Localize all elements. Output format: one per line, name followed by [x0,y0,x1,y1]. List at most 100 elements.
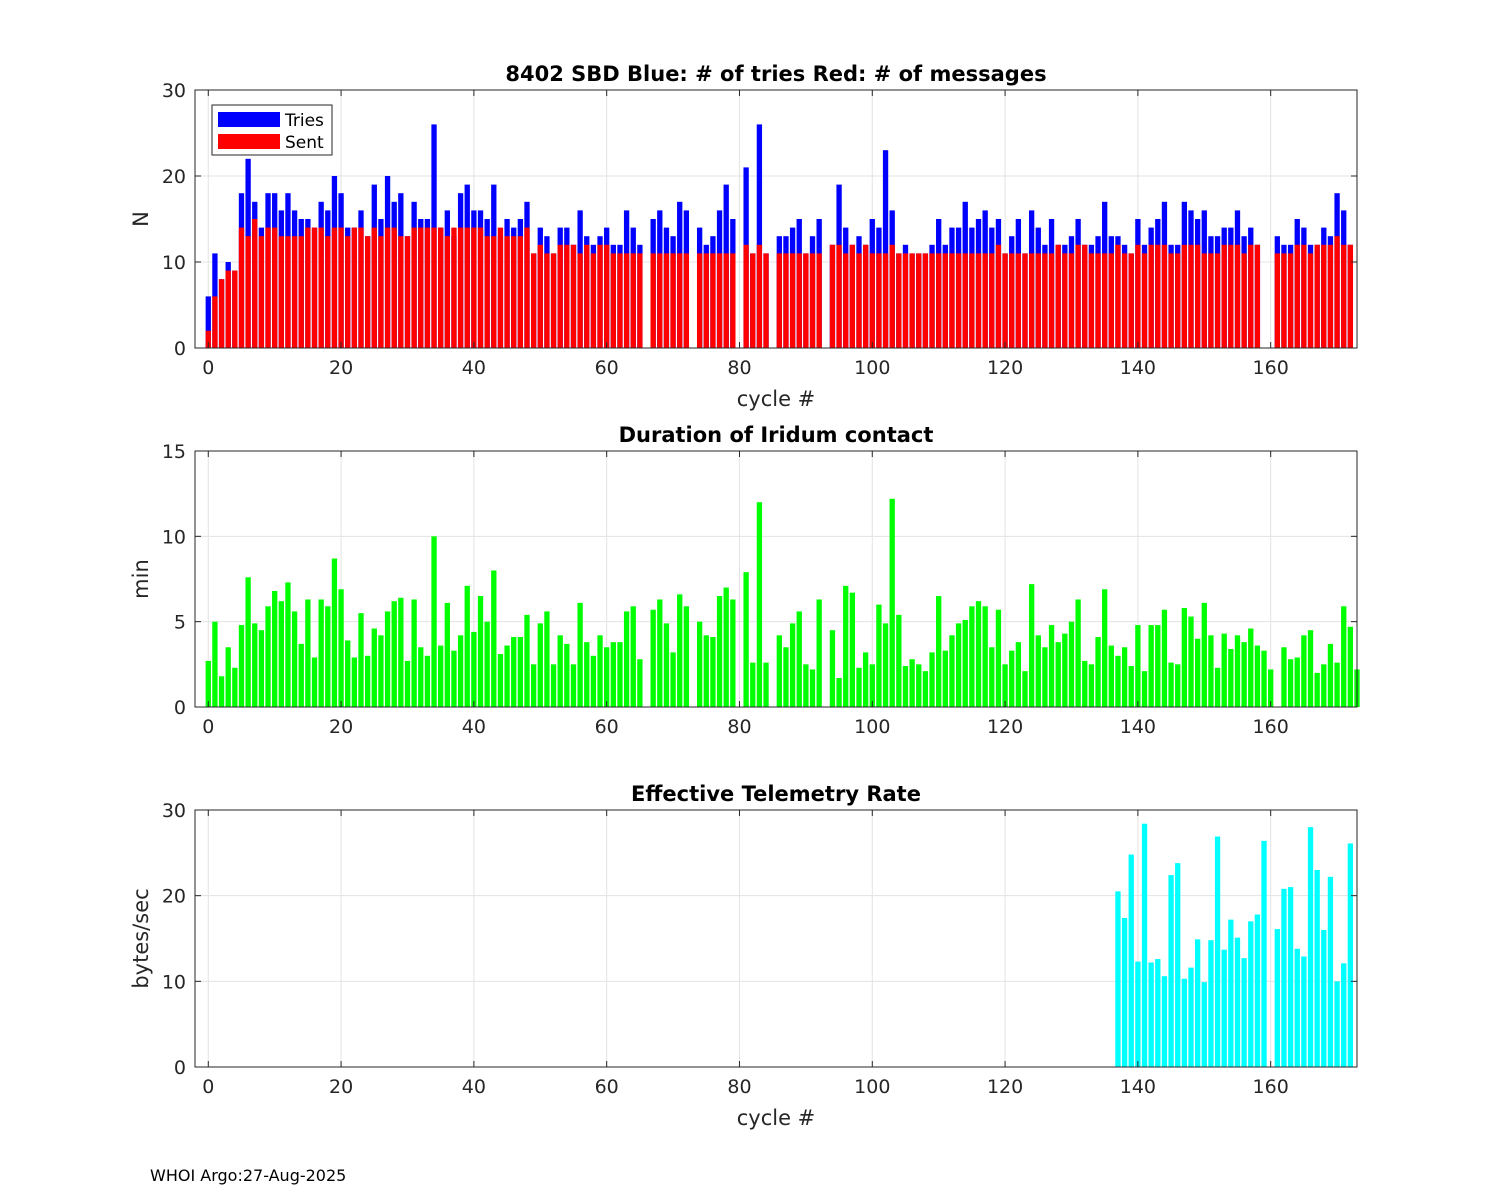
chart2-bar [1301,635,1307,707]
chart1-bar-sent [896,253,902,348]
chart2-bar [272,590,278,707]
chart1-bar-sent [604,244,610,348]
chart3-bar [1148,962,1154,1067]
chart3-y-tick-label: 20 [162,886,186,908]
chart2-bar [909,659,915,707]
chart1-bar-sent [411,227,417,348]
chart1-title: 8402 SBD Blue: # of tries Red: # of mess… [505,62,1046,86]
chart2-bar [929,652,935,707]
chart2-bar [1095,637,1101,707]
chart1-bar-sent [776,253,782,348]
chart2-bar [610,642,616,707]
chart2-bar [511,637,517,707]
chart1-bar-sent [716,253,723,348]
chart1-bar-sent [1135,244,1141,348]
chart2-bar [1194,638,1201,707]
chart2-bar [1161,609,1168,707]
chart1-legend-label-tries: Tries [284,111,324,131]
chart3-bar [1261,840,1267,1067]
chart2-bar [1009,650,1015,707]
chart3-bar [1314,869,1320,1067]
chart2-bar [730,599,736,707]
chart2-bar [710,637,716,707]
chart1-bar-sent [325,236,331,348]
chart2-bar [305,599,311,707]
chart1-bar-sent [922,253,929,348]
chart2-bar [577,602,583,707]
chart2-bar [916,664,922,707]
chart2-bar [597,635,603,707]
chart1-legend-swatch-tries [218,112,280,127]
chart3-x-tick-label: 80 [727,1076,751,1098]
chart2-bar [391,601,397,707]
chart2-bar [1281,647,1287,707]
chart2-bar [969,606,975,707]
chart1-bar-sent [577,253,583,348]
chart2-bar [803,664,809,707]
chart2-bar [683,606,690,707]
chart3-bar [1287,887,1294,1067]
chart2-bar [451,650,457,707]
chart2-bar [384,611,391,707]
chart3-x-tick-label: 20 [329,1076,353,1098]
chart1-bar-sent [351,227,358,348]
chart3-bar [1274,929,1280,1067]
chart1-bar-sent [1194,244,1201,348]
chart2-x-tick-label: 60 [595,716,619,738]
chart2-bar [949,635,955,707]
chart2-bar [252,623,258,707]
chart2-bar [1268,669,1274,707]
chart1-bar-sent [1042,253,1048,348]
chart1-x-tick-label: 140 [1120,357,1156,379]
chart2-bar [1175,664,1181,707]
chart2-bar [431,536,437,707]
chart2-y-axis-label: min [129,559,153,599]
chart3-bar [1248,921,1254,1067]
chart2-bar [404,660,411,707]
chart3-x-tick-label: 120 [987,1076,1023,1098]
chart2-bar [1068,621,1075,707]
chart2-bar [1307,630,1314,707]
chart1-bar-sent [1347,244,1354,348]
chart2-bar [936,596,942,707]
chart1-bar-sent [657,253,663,348]
chart2-bar [557,635,563,707]
chart2-bar [245,577,251,707]
chart2-bar [517,637,524,707]
chart1-x-axis-label: cycle # [737,387,816,411]
chart1-bar-sent [245,236,251,348]
chart1-bar-sent [1035,253,1041,348]
chart2-bar [1334,662,1340,707]
chart1-bar-sent [683,253,690,348]
chart2-bar [750,662,756,707]
chart2-bar [630,606,636,707]
chart2-bar [677,594,683,707]
chart2-bar [1135,625,1141,707]
chart1-bar-sent [1281,253,1287,348]
chart2-bar [298,643,304,707]
chart1-bar-sent [1221,244,1227,348]
chart2-bar [438,645,444,707]
chart1-bar-sent [570,244,577,348]
chart1-bar-sent [491,236,497,348]
chart2-bar [544,611,550,707]
chart1-bar-sent [398,236,404,348]
chart2-x-tick-label: 100 [854,716,890,738]
chart1-bar-sent [1175,253,1181,348]
chart2-bar [975,601,982,707]
chart1-bar-sent [1128,253,1134,348]
chart2-bar [1314,672,1320,707]
chart2-y-tick-label: 5 [174,612,186,634]
chart2-bar [836,677,842,707]
chart2-bar [1294,657,1300,707]
chart1-bar-sent [856,253,862,348]
chart1-bar-sent [298,236,304,348]
chart1-bar-sent [1314,244,1320,348]
chart1-x-tick-label: 60 [595,357,619,379]
chart2-bar [1228,648,1234,707]
chart3-bar [1175,863,1181,1067]
chart3-bar [1241,958,1247,1067]
chart1-bar-sent [809,253,816,348]
chart2-bar [444,602,450,707]
chart3-bar [1321,929,1327,1067]
